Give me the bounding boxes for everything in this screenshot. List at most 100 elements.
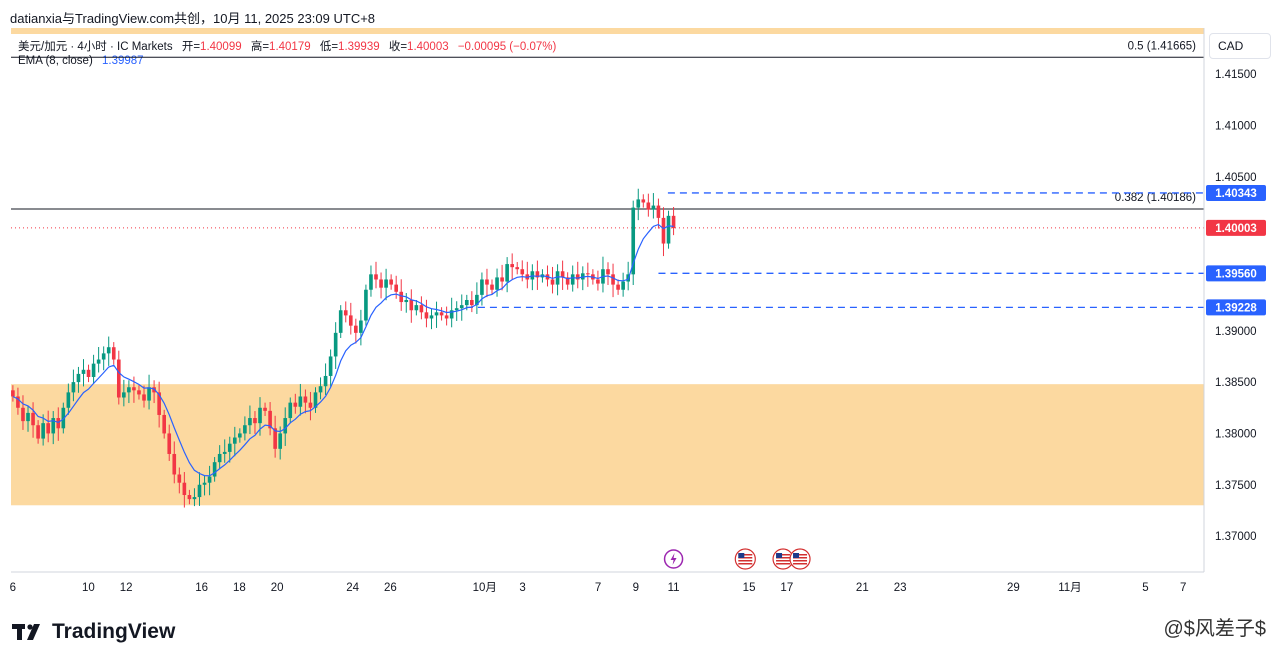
candle-body xyxy=(586,273,590,275)
candle-body xyxy=(348,315,353,326)
price-tag-label: 1.40003 xyxy=(1215,223,1257,235)
symbol-name[interactable]: 美元/加元 · 4小时 · IC Markets xyxy=(18,41,173,53)
candle-body xyxy=(641,199,646,203)
us-flag-event-icon xyxy=(789,548,811,570)
open-label: 开= xyxy=(181,41,201,53)
candle-body xyxy=(601,269,605,284)
candle-body xyxy=(243,425,247,434)
candle-body xyxy=(61,407,66,429)
price-tick-label: 1.37500 xyxy=(1215,480,1257,492)
time-tick-label: 11 xyxy=(668,582,680,594)
time-tick-label: 7 xyxy=(1180,582,1186,594)
ema-value: 1.39987 xyxy=(101,55,144,67)
candle-body xyxy=(570,274,575,285)
candle-body xyxy=(550,279,555,285)
candle-body xyxy=(258,407,262,424)
price-tick-label: 1.39000 xyxy=(1215,326,1257,338)
candle-body xyxy=(202,482,207,485)
price-tag-label: 1.39228 xyxy=(1215,302,1257,314)
candle-body xyxy=(364,289,368,321)
close-value: 1.40003 xyxy=(407,41,449,53)
price-tick-label: 1.37000 xyxy=(1215,531,1257,543)
time-tick-label: 16 xyxy=(195,582,208,594)
candle-body xyxy=(419,305,424,313)
candle-body xyxy=(268,410,272,429)
candle-body xyxy=(565,277,570,285)
candle-body xyxy=(505,264,509,282)
candle-body xyxy=(283,418,288,434)
flag-stripe xyxy=(776,557,791,559)
time-tick-label: 20 xyxy=(271,582,284,594)
candle-body xyxy=(127,387,131,393)
high-label: 高= xyxy=(250,41,270,53)
candle-body xyxy=(106,347,111,354)
candle-body xyxy=(404,300,409,303)
candle-body xyxy=(464,300,469,306)
candle-body xyxy=(671,215,676,229)
time-tick-label: 3 xyxy=(519,582,525,594)
flag-stripe xyxy=(793,554,808,556)
candle-body xyxy=(167,433,172,454)
candle-body xyxy=(661,217,666,244)
candle-body xyxy=(444,315,449,319)
candle-body xyxy=(369,274,373,290)
candle-body xyxy=(328,356,333,376)
tradingview-logo[interactable]: TradingView xyxy=(12,620,175,644)
candle-body xyxy=(621,281,625,290)
candle-body xyxy=(177,474,182,483)
candle-body xyxy=(646,202,651,210)
attribution-header: datianxia与TradingView.com共创，10月 11, 2025… xyxy=(10,11,376,26)
fib-level-label: 0.5 (1.41665) xyxy=(1128,40,1197,52)
candle-body xyxy=(323,375,328,387)
price-tag xyxy=(1206,184,1266,201)
zone-top-band xyxy=(11,28,1204,34)
ema-legend[interactable]: EMA (8, close) 1.39987 xyxy=(18,55,144,67)
currency-button[interactable]: CAD xyxy=(1209,33,1271,59)
candle-body xyxy=(575,274,580,280)
time-tick-label: 23 xyxy=(894,582,907,594)
price-tick-label: 1.40500 xyxy=(1215,172,1257,184)
candle-body xyxy=(596,279,600,284)
candle-body xyxy=(227,443,232,452)
candle-body xyxy=(354,325,358,333)
flag-canton xyxy=(776,553,783,558)
candle-body xyxy=(560,271,565,278)
candle-body xyxy=(16,396,20,408)
candle-body xyxy=(263,407,267,411)
candle-body xyxy=(389,279,393,285)
candle-body xyxy=(525,274,530,280)
candle-body xyxy=(81,369,86,374)
low-label: 低= xyxy=(319,41,339,53)
candle-body xyxy=(172,453,177,475)
candle-body xyxy=(86,369,91,377)
candle-body xyxy=(152,387,156,393)
candle-body xyxy=(333,332,338,357)
candle-body xyxy=(162,414,167,434)
candle-body xyxy=(359,320,363,333)
candle-body xyxy=(475,294,479,306)
flag-canton xyxy=(793,553,800,558)
candle-body xyxy=(253,418,257,424)
candle-body xyxy=(459,305,464,309)
us-flag-event-icon xyxy=(772,548,794,570)
candle-body xyxy=(449,310,454,319)
candle-body xyxy=(91,363,96,377)
candle-body xyxy=(182,482,187,496)
candle-body xyxy=(374,274,378,280)
flag-canton xyxy=(738,553,745,558)
candle-body xyxy=(510,264,514,268)
candle-body xyxy=(41,423,45,439)
candle-body xyxy=(495,277,499,290)
candle-body xyxy=(409,300,414,311)
candle-body xyxy=(147,387,151,401)
candle-body xyxy=(429,315,434,319)
symbol-legend: 美元/加元 · 4小时 · IC Markets 开=1.40099 高=1.4… xyxy=(18,38,556,54)
time-tick-label: 9 xyxy=(633,582,639,594)
fib-level-label: 0.382 (1.40186) xyxy=(1115,192,1196,204)
price-tag-label: 1.40343 xyxy=(1215,188,1257,200)
flag-stripe xyxy=(793,563,808,565)
time-tick-label: 5 xyxy=(1142,582,1148,594)
candle-body xyxy=(21,407,25,422)
candle-body xyxy=(399,291,404,303)
